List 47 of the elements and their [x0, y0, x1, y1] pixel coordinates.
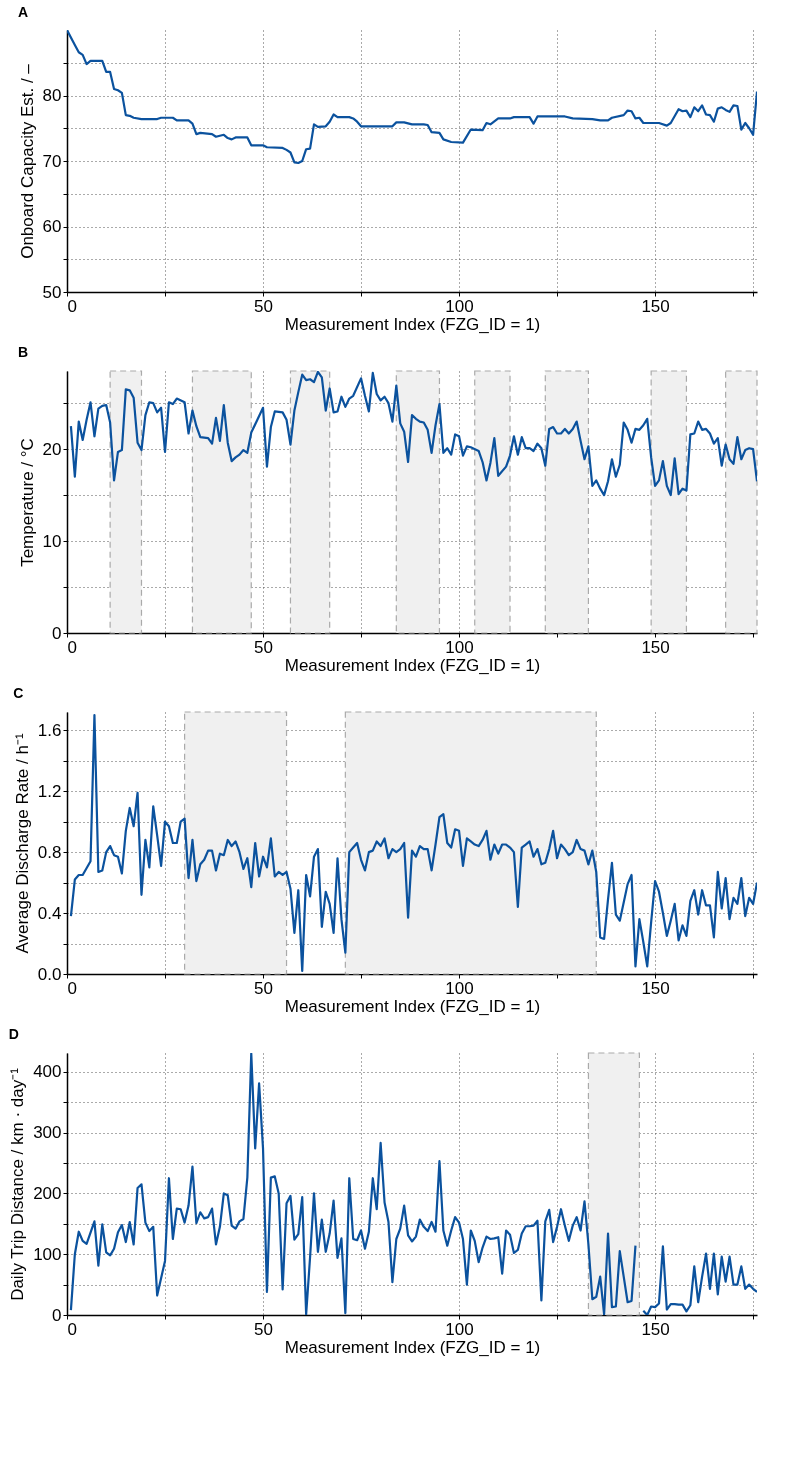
- y-axis-title: Temperature / °C: [17, 438, 37, 567]
- x-tick-label: 50: [254, 1319, 273, 1339]
- x-tick-label: 150: [641, 978, 670, 998]
- y-axis-title: Onboard Capacity Est. / –: [17, 63, 37, 259]
- x-tick-label: 50: [254, 637, 273, 657]
- y-tick-label: 50: [42, 282, 62, 302]
- x-tick-label: 0: [67, 296, 77, 316]
- chart-title: A: [18, 4, 29, 20]
- y-tick-label: 1.2: [37, 781, 62, 801]
- y-tick-label: 80: [42, 86, 62, 105]
- line-series: [69, 371, 757, 497]
- y-axis-title: Average Discharge Rate / h⁻¹: [12, 733, 32, 954]
- y-tick-label: 0.8: [37, 842, 62, 862]
- x-axis-title: Measurement Index (FZG_ID = 1): [284, 655, 541, 675]
- y-tick-label: 20: [42, 439, 62, 459]
- y-axis-title: Daily Trip Distance / km · day⁻¹: [8, 1067, 28, 1301]
- y-tick-label: 60: [42, 217, 62, 236]
- y-tick-label: 1.6: [37, 720, 62, 740]
- chart-title: D: [8, 1026, 19, 1043]
- y-tick-label: 400: [33, 1062, 62, 1082]
- x-tick-label: 100: [445, 637, 474, 657]
- x-tick-label: 150: [641, 296, 670, 316]
- y-tick-label: 200: [33, 1183, 62, 1203]
- x-tick-label: 0: [67, 637, 77, 657]
- y-tick-label: 300: [33, 1123, 62, 1143]
- x-tick-label: 50: [254, 978, 273, 998]
- x-tick-label: 0: [67, 1319, 77, 1339]
- x-tick-label: 100: [445, 1319, 474, 1339]
- x-tick-label: 0: [67, 978, 77, 998]
- x-tick-label: 50: [254, 296, 273, 316]
- chart-title: B: [18, 344, 29, 361]
- y-tick-label: 0: [52, 1305, 62, 1325]
- y-tick-label: 0.0: [37, 964, 62, 984]
- x-axis-title: Measurement Index (FZG_ID = 1): [284, 1337, 541, 1357]
- chart-title: C: [13, 685, 24, 702]
- y-tick-label: 100: [33, 1244, 62, 1264]
- x-axis-title: Measurement Index (FZG_ID = 1): [284, 996, 541, 1016]
- y-tick-label: 0.4: [37, 903, 62, 923]
- x-tick-label: 150: [641, 637, 670, 657]
- y-tick-label: 0: [52, 623, 62, 643]
- x-tick-label: 100: [445, 296, 474, 316]
- x-tick-label: 150: [641, 1319, 670, 1339]
- y-tick-label: 70: [42, 151, 62, 171]
- x-axis-title: Measurement Index (FZG_ID = 1): [284, 314, 541, 334]
- y-tick-label: 10: [42, 531, 62, 551]
- x-tick-label: 100: [445, 978, 474, 998]
- line-series: [67, 30, 757, 165]
